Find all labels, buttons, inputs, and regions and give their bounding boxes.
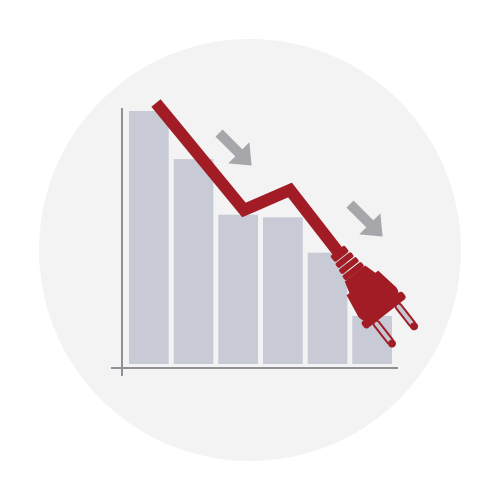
down-arrows (215, 129, 383, 237)
down-right-arrow-icon (346, 200, 383, 237)
bar-series (129, 111, 392, 364)
bar (218, 214, 258, 364)
chart-axes (111, 108, 398, 376)
down-right-arrow-icon (215, 129, 252, 166)
declining-trend-line (151, 99, 344, 257)
bar (129, 111, 169, 364)
bar (263, 217, 303, 364)
bar (173, 159, 214, 364)
unplugged-power-plug-icon (330, 245, 419, 348)
